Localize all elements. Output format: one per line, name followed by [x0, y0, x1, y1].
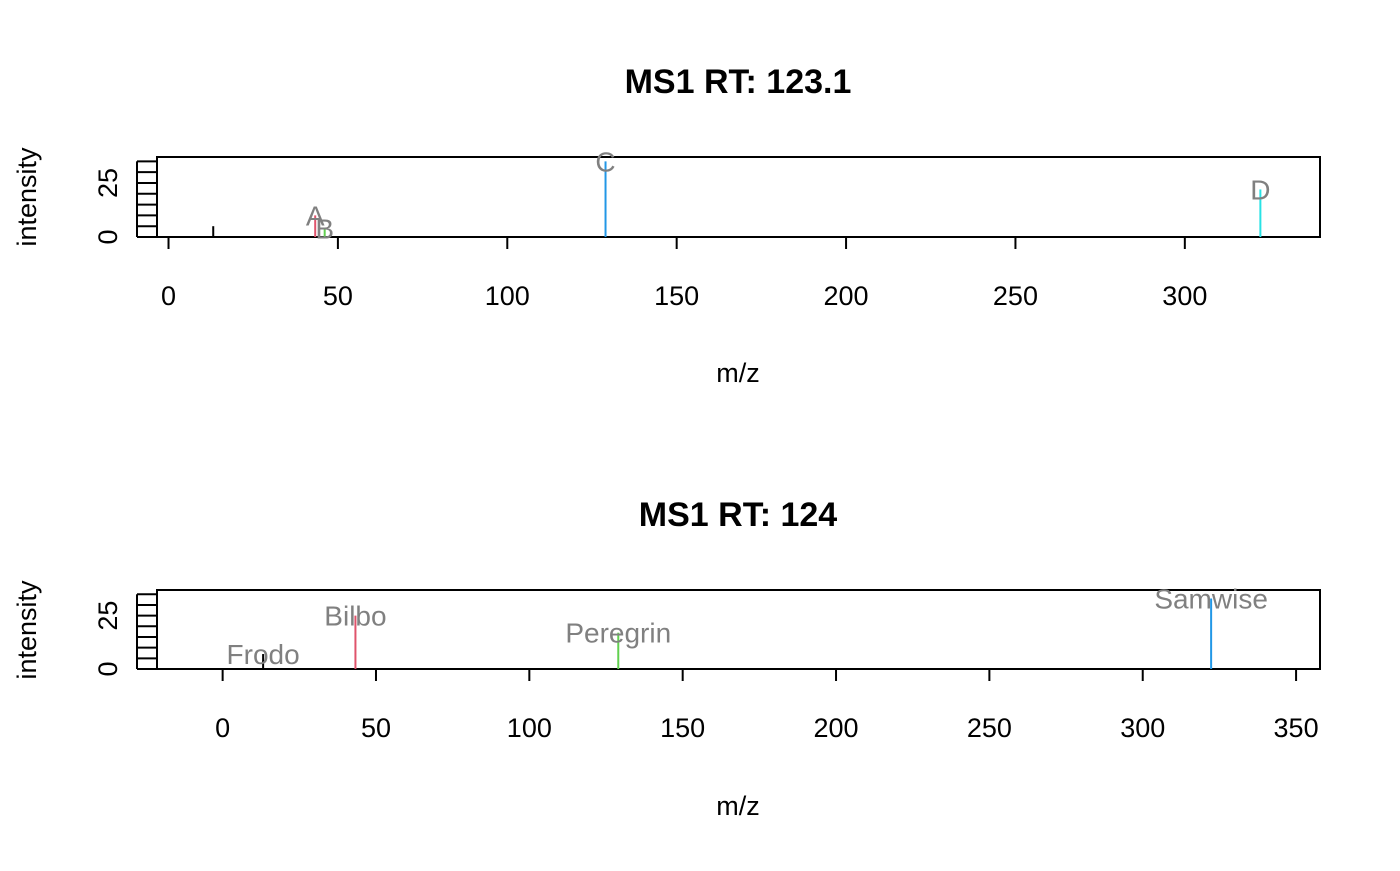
- y-axis-label: intensity: [12, 580, 42, 680]
- y-axis: 0 25: [93, 593, 157, 677]
- peak-label: C: [595, 146, 615, 177]
- y-tick-label: 0: [93, 661, 123, 676]
- x-tick-label: 50: [323, 281, 353, 311]
- x-tick-label: 250: [967, 713, 1012, 743]
- spectrum-panel-2: MS1 RT: 124 m/z intensity 0 50 100 150 200 25…: [12, 496, 1321, 821]
- peak-label: Bilbo: [324, 601, 386, 632]
- y-tick-label: 25: [93, 168, 123, 198]
- peaks: Frodo Bilbo Peregrin Samwise: [227, 584, 1268, 671]
- peak-label: Samwise: [1154, 584, 1268, 615]
- x-axis-label: m/z: [716, 358, 760, 388]
- peak-label: Frodo: [227, 639, 300, 670]
- peak-label: A: [306, 200, 325, 231]
- x-tick-label: 0: [161, 281, 176, 311]
- x-tick-label: 350: [1274, 713, 1319, 743]
- spectrum-panel-1: MS1 RT: 123.1 m/z intensity 0 50 100 150 200…: [12, 63, 1321, 388]
- chart-title: MS1 RT: 123.1: [625, 63, 852, 101]
- x-axis: 0 50 100 150 200 250 300 350: [215, 668, 1319, 743]
- y-axis-label: intensity: [12, 147, 42, 247]
- x-axis: 0 50 100 150 200 250 300: [161, 236, 1207, 311]
- x-tick-label: 100: [485, 281, 530, 311]
- chart-title: MS1 RT: 124: [639, 496, 837, 534]
- peak-label: B: [315, 213, 334, 244]
- y-tick-label: 25: [93, 601, 123, 631]
- x-tick-label: 50: [361, 713, 391, 743]
- x-tick-label: 150: [654, 281, 699, 311]
- x-tick-label: 100: [507, 713, 552, 743]
- x-tick-label: 200: [813, 713, 858, 743]
- x-tick-label: 200: [824, 281, 869, 311]
- x-tick-label: 150: [660, 713, 705, 743]
- peak-label: D: [1250, 174, 1270, 205]
- x-tick-label: 0: [215, 713, 230, 743]
- x-tick-label: 300: [1162, 281, 1207, 311]
- x-axis-label: m/z: [716, 791, 760, 821]
- peaks: AB C D: [212, 146, 1270, 244]
- y-axis: 0 25: [93, 160, 157, 245]
- x-tick-label: 300: [1120, 713, 1165, 743]
- y-tick-label: 0: [93, 229, 123, 244]
- x-tick-label: 250: [993, 281, 1038, 311]
- peak-label: Peregrin: [565, 618, 671, 649]
